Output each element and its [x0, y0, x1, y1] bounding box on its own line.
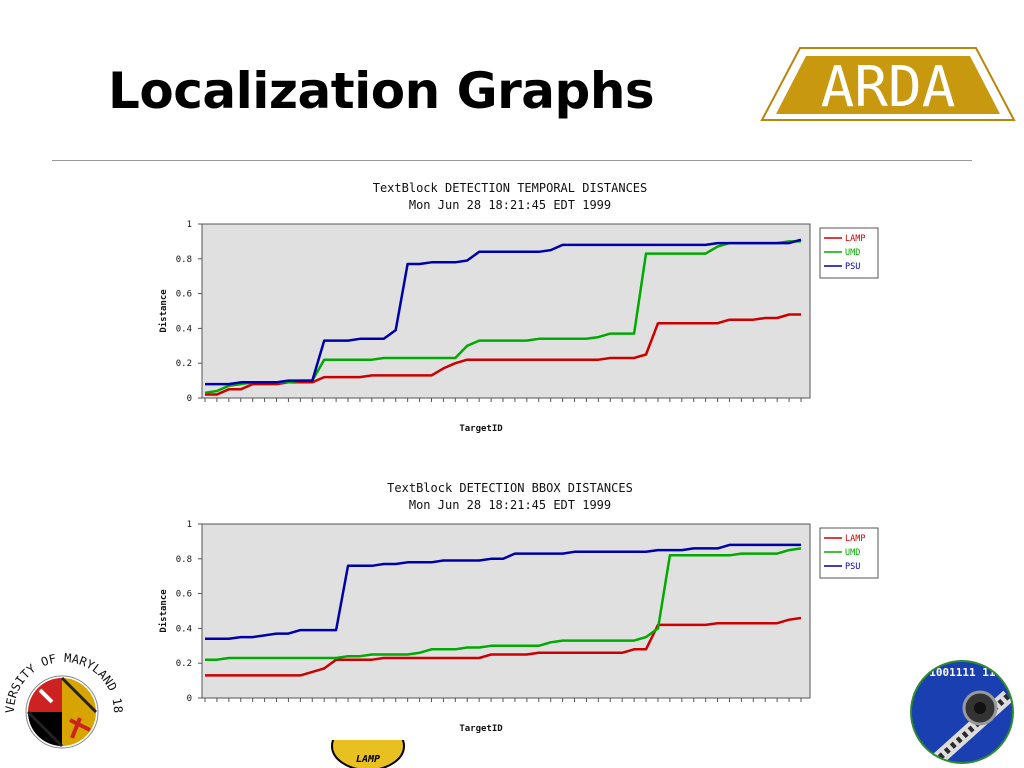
legend-label-psu: PSU: [845, 562, 860, 572]
plot-area: [201, 223, 811, 399]
y-tick-label: 1: [187, 220, 192, 230]
chart-temporal-distances: TextBlock DETECTION TEMPORAL DISTANCES Mo…: [140, 176, 880, 446]
lamp-badge-logo: LAMP: [331, 740, 405, 768]
slide-title: Localization Graphs: [108, 62, 655, 120]
legend-box: [819, 227, 879, 279]
legend-label-lamp: LAMP: [845, 534, 865, 544]
chart-temporal-svg: TextBlock DETECTION TEMPORAL DISTANCES Mo…: [158, 181, 879, 434]
umd-seal-logo: UNIVERSITY OF MARYLAND 18 56: [0, 640, 124, 749]
y-tick-label: 0.2: [176, 359, 192, 369]
y-axis-label: Distance: [158, 589, 169, 633]
y-axis-label: Distance: [158, 289, 169, 333]
y-tick-label: 0: [187, 394, 192, 404]
chart-bbox-distances: TextBlock DETECTION BBOX DISTANCES Mon Ju…: [140, 476, 880, 746]
y-tick-label: 0: [187, 694, 192, 704]
legend-box: [819, 527, 879, 579]
arda-logo: ARDA: [760, 47, 1016, 121]
legend-label-umd: UMD: [845, 248, 860, 258]
chart-subtitle: Mon Jun 28 18:21:45 EDT 1999: [409, 498, 611, 512]
series-line-psu: [205, 543, 801, 641]
series-line-lamp: [205, 313, 801, 396]
y-tick-label: 0.6: [176, 590, 192, 600]
x-axis-label: TargetID: [459, 424, 503, 434]
arda-logo-text: ARDA: [821, 55, 956, 120]
x-axis-label: TargetID: [459, 724, 503, 734]
legend-label-psu: PSU: [845, 262, 860, 272]
binary-globe-logo: 001001111 1100101 0010001 1100100 01110 …: [910, 660, 1014, 764]
y-tick-label: 0.6: [176, 290, 192, 300]
series-line-umd: [205, 547, 802, 661]
y-tick-label: 0.2: [176, 659, 192, 669]
y-tick-label: 0.4: [176, 624, 192, 634]
series-line-psu: [205, 238, 802, 386]
lamp-badge-text: LAMP: [356, 754, 380, 765]
chart-subtitle: Mon Jun 28 18:21:45 EDT 1999: [409, 198, 611, 212]
y-tick-label: 0.8: [176, 555, 192, 565]
chart-bbox-svg: TextBlock DETECTION BBOX DISTANCES Mon Ju…: [158, 481, 879, 734]
chart-title: TextBlock DETECTION BBOX DISTANCES: [387, 481, 633, 495]
series-line-lamp: [205, 616, 802, 677]
chart-title: TextBlock DETECTION TEMPORAL DISTANCES: [373, 181, 648, 195]
y-tick-label: 0.4: [176, 324, 192, 334]
y-tick-label: 0.8: [176, 255, 192, 265]
legend-label-umd: UMD: [845, 548, 860, 558]
plot-area: [201, 523, 811, 699]
y-tick-label: 1: [187, 520, 192, 530]
title-divider: [52, 160, 972, 161]
legend-label-lamp: LAMP: [845, 234, 865, 244]
